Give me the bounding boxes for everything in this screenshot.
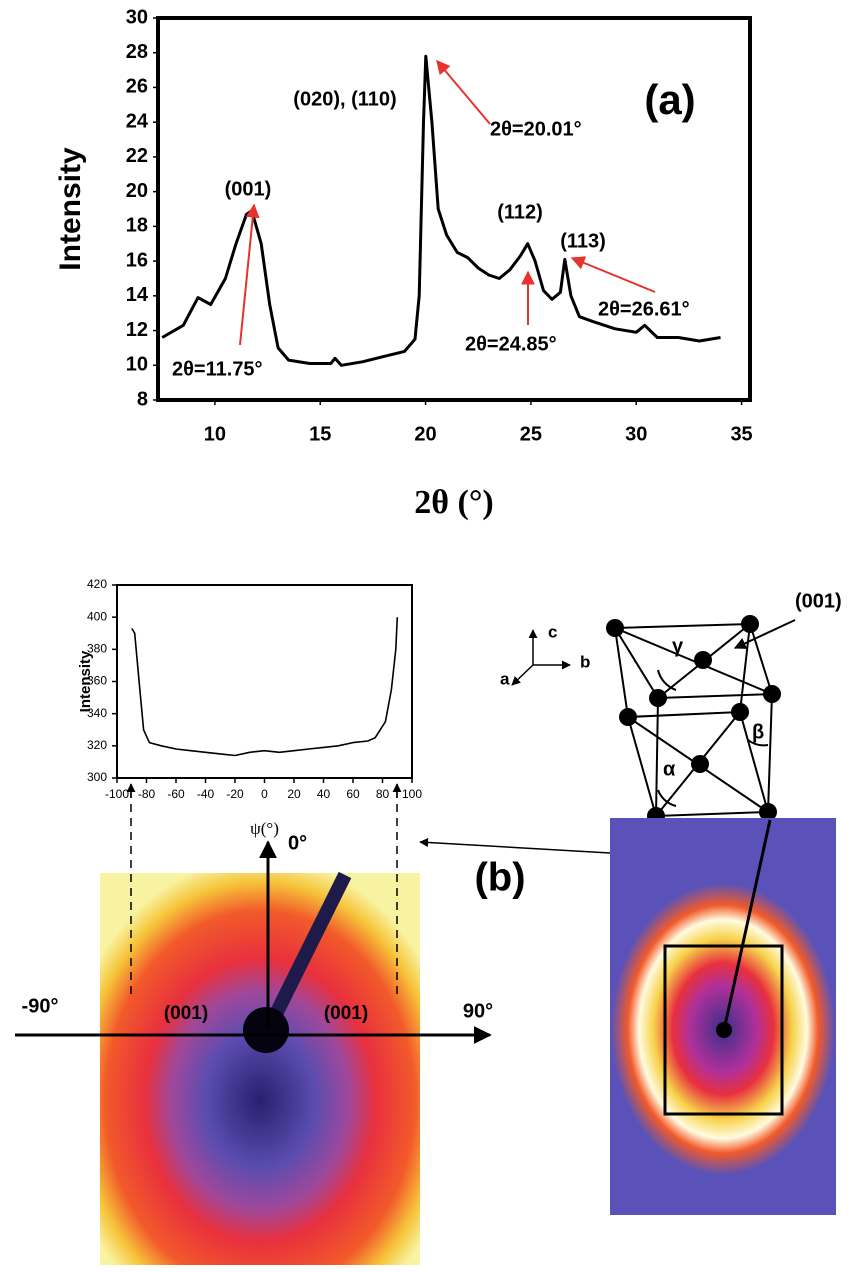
x-tick-label: 20 xyxy=(287,787,301,801)
y-tick-label: 16 xyxy=(126,249,148,271)
x-tick-label: 80 xyxy=(376,787,390,801)
x-tick-label: 35 xyxy=(730,423,752,445)
annotation-arrow xyxy=(436,59,491,125)
crop-box xyxy=(663,944,784,1116)
x-tick-label: -80 xyxy=(138,787,156,801)
axes-icon xyxy=(511,629,571,686)
beamstop xyxy=(716,1022,732,1038)
y-tick-label: 8 xyxy=(137,388,148,410)
y-tick-label: 360 xyxy=(87,674,107,688)
axis-label: b xyxy=(580,652,590,671)
x-tick-label: 20 xyxy=(414,423,436,445)
angle-label: α xyxy=(663,758,676,780)
beamstop xyxy=(722,819,772,1031)
pattern-axes xyxy=(15,840,492,1044)
y-tick-label: 420 xyxy=(87,577,107,591)
y-tick-label: 24 xyxy=(126,110,149,132)
y-tick-label: 12 xyxy=(126,319,148,341)
annotations: (001) (020), (110) 2θ=20.01° (112) (113) 2θ=2… xyxy=(172,59,690,380)
x-tick-label: 10 xyxy=(204,423,226,445)
x-tick-label: 25 xyxy=(520,423,542,445)
y-tick-label: 30 xyxy=(126,6,148,28)
x-tick-label: -40 xyxy=(197,787,215,801)
y-tick-label: 26 xyxy=(126,76,148,98)
plot-frame xyxy=(156,16,752,402)
beamstop xyxy=(261,871,352,1034)
plane-label: (001) xyxy=(324,1003,368,1024)
data-line xyxy=(161,54,721,367)
guide-lines xyxy=(130,790,398,1000)
y-tick-label: 10 xyxy=(126,354,148,376)
x-tick-label: 30 xyxy=(625,423,647,445)
angle-label: 90° xyxy=(463,1000,493,1022)
x-tick-label: 100 xyxy=(402,787,422,801)
y-tick-label: 22 xyxy=(126,145,148,167)
panel-label: (b) xyxy=(474,856,525,900)
y-tick-label: 20 xyxy=(126,180,148,202)
lattice xyxy=(613,619,796,818)
x-tick-label: -60 xyxy=(167,787,185,801)
x-tick-label: -20 xyxy=(226,787,244,801)
plot-frame xyxy=(116,584,413,779)
angle-label: γ xyxy=(672,635,684,657)
y-tick-label: 14 xyxy=(126,284,149,306)
x-tick-label: 40 xyxy=(317,787,331,801)
atoms xyxy=(606,615,781,825)
x-axis-label: 2θ (°) xyxy=(414,484,494,521)
x-tick-label: 0 xyxy=(261,787,268,801)
y-tick-label: 380 xyxy=(87,642,107,656)
y-axis-label: Intensity xyxy=(54,147,87,271)
y-tick-label: 18 xyxy=(126,215,148,237)
y-tick-label: 28 xyxy=(126,41,148,63)
x-axis-label: ψ(°) xyxy=(250,819,279,838)
annotation: (112) xyxy=(497,201,543,223)
angle-label: 0° xyxy=(288,832,307,854)
beamstop xyxy=(243,1007,289,1053)
y-axis-label: Intensity xyxy=(77,650,94,712)
annotation: 2θ=26.61° xyxy=(598,298,690,320)
annotation-arrow xyxy=(570,256,656,293)
x-tick-label: -100 xyxy=(105,787,129,801)
azimuthal-chart: 300 320 340 360 380 400 420 -100 -80 -60 -40 -20 0 20… xyxy=(77,577,422,838)
annotation: 2θ=20.01° xyxy=(490,118,582,140)
plane-label: (001) xyxy=(795,590,842,612)
axis-label: a xyxy=(500,669,510,688)
y-tick-label: 320 xyxy=(87,738,107,752)
axis-label: c xyxy=(548,622,557,641)
plane-label: (001) xyxy=(164,1003,208,1024)
annotation: 2θ=24.85° xyxy=(465,333,557,355)
x-tick-label: 15 xyxy=(309,423,331,445)
data-line xyxy=(131,617,399,757)
angle-label: -90° xyxy=(22,995,59,1017)
xrd-chart: 8 10 12 14 16 18 20 22 24 26 28 30 10 15 20 25 30 35 Inten… xyxy=(54,6,753,521)
x-tick-label: 60 xyxy=(346,787,360,801)
annotation: (001) xyxy=(225,178,272,200)
annotation: (113) xyxy=(560,230,606,252)
annotation-arrow xyxy=(239,203,260,346)
diffraction-pattern xyxy=(100,873,420,1265)
zoom-arrow xyxy=(419,837,611,854)
annotation: (020), (110) xyxy=(293,88,396,110)
y-tick-label: 400 xyxy=(87,609,107,623)
y-tick-label: 340 xyxy=(87,706,107,720)
panel-label: (a) xyxy=(644,76,695,123)
y-tick-label: 300 xyxy=(87,770,107,784)
angle-label: β xyxy=(752,721,764,743)
annotation: 2θ=11.75° xyxy=(172,358,263,380)
